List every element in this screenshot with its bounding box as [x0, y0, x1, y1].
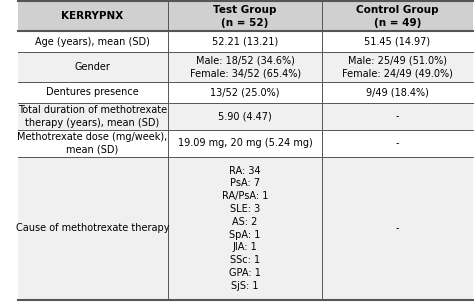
Bar	[168, 157, 322, 300]
Text: -: -	[396, 223, 399, 233]
Text: Gender: Gender	[75, 62, 110, 72]
Text: Male: 25/49 (51.0%)
Female: 24/49 (49.0%): Male: 25/49 (51.0%) Female: 24/49 (49.0%…	[342, 56, 453, 78]
Bar	[168, 31, 322, 52]
Text: -: -	[396, 138, 399, 148]
Text: Control Group
(n = 49): Control Group (n = 49)	[356, 5, 439, 28]
Bar	[18, 130, 168, 157]
Bar	[168, 2, 322, 31]
Bar	[18, 52, 168, 82]
Bar	[322, 103, 473, 130]
Bar	[18, 157, 168, 300]
Text: Cause of methotrexate therapy: Cause of methotrexate therapy	[16, 223, 169, 233]
Bar	[18, 2, 168, 31]
Text: 19.09 mg, 20 mg (5.24 mg): 19.09 mg, 20 mg (5.24 mg)	[178, 138, 312, 148]
Bar	[322, 2, 473, 31]
Text: 9/49 (18.4%): 9/49 (18.4%)	[366, 87, 429, 97]
Bar	[168, 103, 322, 130]
Bar	[322, 130, 473, 157]
Bar	[18, 103, 168, 130]
Text: 52.21 (13.21): 52.21 (13.21)	[212, 37, 278, 47]
Bar	[322, 82, 473, 103]
Bar	[322, 52, 473, 82]
Bar	[168, 52, 322, 82]
Bar	[168, 82, 322, 103]
Text: Methotrexate dose (mg/week),
mean (SD): Methotrexate dose (mg/week), mean (SD)	[18, 132, 168, 154]
Text: Test Group
(n = 52): Test Group (n = 52)	[213, 5, 277, 28]
Bar	[168, 130, 322, 157]
Text: Total duration of methotrexate
therapy (years), mean (SD): Total duration of methotrexate therapy (…	[18, 105, 167, 128]
Text: 13/52 (25.0%): 13/52 (25.0%)	[210, 87, 280, 97]
Bar	[18, 82, 168, 103]
Text: KERRYPNX: KERRYPNX	[62, 11, 124, 21]
Bar	[18, 31, 168, 52]
Text: Dentures presence: Dentures presence	[46, 87, 139, 97]
Bar	[322, 157, 473, 300]
Text: Age (years), mean (SD): Age (years), mean (SD)	[35, 37, 150, 47]
Bar	[322, 31, 473, 52]
Text: 5.90 (4.47): 5.90 (4.47)	[218, 111, 272, 121]
Text: Male: 18/52 (34.6%)
Female: 34/52 (65.4%): Male: 18/52 (34.6%) Female: 34/52 (65.4%…	[190, 56, 301, 78]
Text: -: -	[396, 111, 399, 121]
Text: 51.45 (14.97): 51.45 (14.97)	[365, 37, 430, 47]
Text: RA: 34
PsA: 7
RA/PsA: 1
SLE: 3
AS: 2
SpA: 1
JIA: 1
SSc: 1
GPA: 1
SjS: 1: RA: 34 PsA: 7 RA/PsA: 1 SLE: 3 AS: 2 SpA…	[222, 165, 268, 291]
